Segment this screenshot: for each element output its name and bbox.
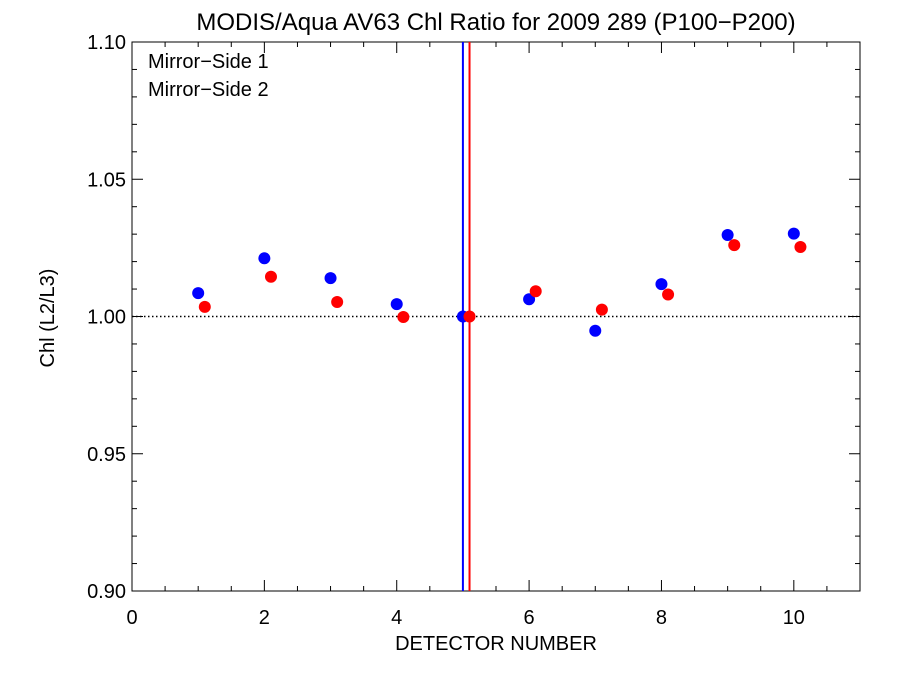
series-1-point (655, 278, 668, 291)
series-2-point (529, 285, 542, 298)
series-1-point (324, 272, 337, 285)
series-1-point (192, 287, 205, 300)
series-2-point (397, 311, 410, 324)
series-2-point (463, 310, 476, 323)
y-tick-label: 0.90 (87, 581, 126, 603)
y-tick-label: 1.05 (87, 169, 126, 191)
x-tick-label: 2 (259, 607, 270, 629)
series-1-point (258, 252, 271, 265)
y-axis-label: Chl (L2/L3) (37, 269, 59, 368)
series-2-point (728, 239, 741, 252)
series-1-point (721, 228, 734, 241)
x-tick-label: 0 (126, 607, 137, 629)
legend-entry-mirror-side-1: Mirror−Side 1 (148, 51, 269, 73)
series-1-point (523, 293, 536, 306)
x-tick-label: 4 (391, 607, 402, 629)
series-2-point (662, 288, 675, 301)
series-2-point (264, 270, 277, 283)
series-1-point (787, 227, 800, 240)
series-2-point (794, 241, 807, 254)
y-tick-label: 1.10 (87, 32, 126, 54)
x-tick-label: 6 (524, 607, 535, 629)
series-1-point (390, 298, 403, 311)
series-1-point (589, 324, 602, 337)
series-2-point (595, 303, 608, 316)
chart-title: MODIS/Aqua AV63 Chl Ratio for 2009 289 (… (196, 9, 795, 36)
legend-entry-mirror-side-2: Mirror−Side 2 (148, 79, 269, 101)
series-2-point (198, 300, 211, 313)
y-tick-label: 0.95 (87, 444, 126, 466)
series-2-point (331, 295, 344, 308)
y-tick-label: 1.00 (87, 307, 126, 329)
x-tick-label: 8 (656, 607, 667, 629)
x-axis-label: DETECTOR NUMBER (395, 633, 597, 655)
x-tick-label: 10 (783, 607, 805, 629)
